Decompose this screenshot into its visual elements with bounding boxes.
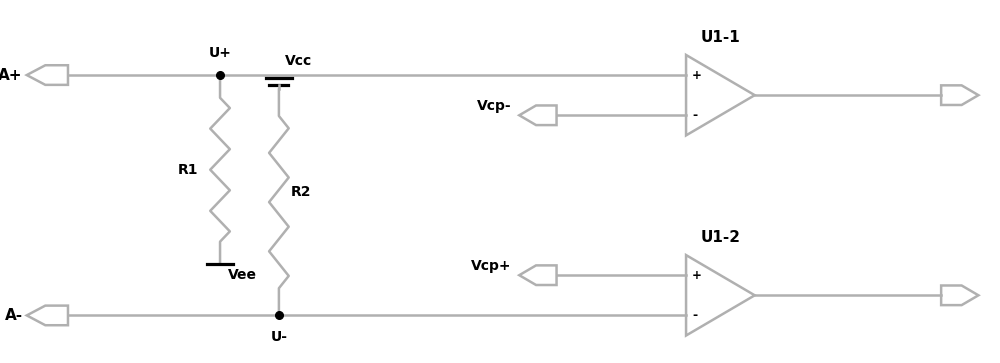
Text: R1: R1 <box>178 163 198 177</box>
Text: +: + <box>692 269 702 282</box>
Text: U+: U+ <box>209 46 231 60</box>
Text: Vcc: Vcc <box>285 54 312 68</box>
Text: A-: A- <box>5 308 23 323</box>
Text: U1-2: U1-2 <box>700 230 740 245</box>
Text: Vcp+: Vcp+ <box>471 259 511 273</box>
Text: R2: R2 <box>291 185 311 199</box>
Text: Vcp-: Vcp- <box>477 99 511 113</box>
Text: U-: U- <box>270 330 287 344</box>
Text: U1-1: U1-1 <box>701 30 740 45</box>
Text: -: - <box>692 109 697 122</box>
Text: Vee: Vee <box>228 268 257 282</box>
Text: A+: A+ <box>0 68 23 82</box>
Text: +: + <box>692 69 702 82</box>
Text: -: - <box>692 309 697 322</box>
